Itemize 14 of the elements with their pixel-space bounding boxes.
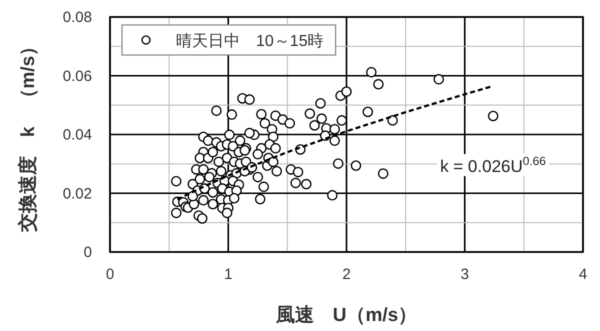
y-tick-label: 0.06 [62,68,92,85]
x-tick-label: 0 [106,266,114,283]
y-tick-label: 0.04 [62,126,92,144]
x-axis-title: 風速 U（m/s） [274,304,418,326]
legend-label: 晴天日中 10～15時 [176,32,324,50]
y-tick-label: 0.02 [62,185,92,202]
annotation: k = 0.026U$^{0.66}$ [440,154,546,176]
x-tick-label: 2 [342,266,351,283]
x-tick-label: 1 [224,266,232,283]
y-axis-title: 交換速度 k （m/s） [17,36,39,234]
y-tick-label: 0.08 [62,9,92,26]
x-tick-label: 4 [578,266,588,283]
x-tick-label: 3 [460,266,469,283]
y-tick-label: 0 [84,244,92,261]
